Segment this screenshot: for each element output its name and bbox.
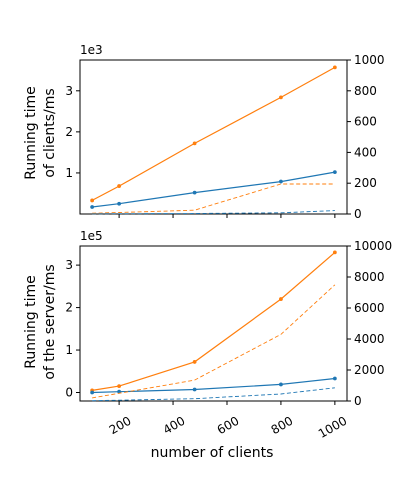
top-data-point	[117, 201, 122, 206]
bottom-data-point	[192, 360, 197, 364]
bottom-left-tick-label: 1	[65, 343, 73, 357]
bottom-series-line-1	[92, 377, 335, 394]
x-axis-label: number of clients	[151, 445, 274, 461]
bottom-right-tick-label: 8000	[354, 270, 385, 284]
bottom-plot-area: 200 400 600 800 1000012302000400060008000100…	[65, 239, 392, 441]
x-tick-label: 400	[161, 414, 188, 438]
top-axes-frame	[79, 59, 348, 215]
bottom-left-axis-multiplier: 1e5	[80, 229, 103, 243]
bottom-right-tick-label: 4000	[354, 332, 385, 346]
top-right-tick-label: 0	[354, 207, 362, 221]
bottom-data-point	[332, 376, 337, 381]
bottom-ylabel-line1: Running time	[23, 275, 39, 368]
top-right-tick-label: 400	[354, 145, 377, 159]
x-tick-label: 200	[107, 414, 134, 438]
bottom-data-point	[279, 297, 283, 301]
bottom-right-tick-label: 0	[354, 394, 362, 408]
bottom-data-point	[279, 382, 283, 387]
bottom-data-point	[192, 387, 197, 392]
top-panel: 1e3 Running time of clients/ms 1 2 3 0 200 40…	[23, 43, 385, 221]
bottom-left-tick-label: 0	[65, 386, 73, 400]
bottom-data-point	[117, 384, 122, 389]
bottom-panel: 1e5 Running time of the server/ms 200 400…	[23, 229, 392, 441]
top-data-point	[279, 95, 283, 100]
x-tick-label: 800	[269, 414, 296, 438]
top-series-line-1	[92, 171, 336, 208]
bottom-series-line-2	[92, 284, 336, 399]
top-left-tick-label: 3	[65, 84, 73, 98]
top-right-tick-label: 1000	[354, 53, 385, 67]
top-right-tick-label: 800	[354, 84, 377, 98]
top-ylabel-line2: of clients/ms	[42, 88, 58, 177]
top-data-point	[192, 190, 197, 195]
x-tick-label: 1000	[316, 414, 349, 441]
x-tick-label: 600	[215, 414, 242, 438]
top-left-axis-multiplier: 1e3	[80, 43, 103, 57]
bottom-data-point	[332, 250, 337, 255]
top-data-point	[279, 179, 283, 184]
top-plot-area: 1 2 3 0 200 400 600 800 1000	[65, 53, 384, 221]
bottom-left-tick-label: 2	[65, 301, 73, 315]
bottom-axes-frame	[79, 245, 348, 402]
top-right-tick-label: 200	[354, 176, 377, 190]
bottom-right-tick-label: 2000	[354, 363, 385, 377]
top-data-point	[117, 184, 122, 188]
top-series-line-0	[91, 66, 336, 201]
top-left-tick-label: 1	[65, 166, 73, 180]
top-data-point	[90, 205, 95, 209]
bottom-right-tick-label: 10000	[354, 239, 392, 253]
top-data-point	[332, 65, 337, 70]
top-series-line-2	[92, 183, 335, 214]
top-data-point	[90, 198, 95, 203]
bottom-data-point	[90, 390, 95, 395]
top-data-point	[332, 170, 337, 175]
top-right-tick-label: 600	[354, 115, 377, 129]
bottom-data-point	[117, 389, 122, 394]
top-data-point	[192, 141, 197, 146]
bottom-right-tick-label: 6000	[354, 301, 385, 315]
top-ylabel-line1: Running time	[23, 86, 39, 179]
top-left-tick-label: 2	[65, 125, 73, 139]
bottom-ylabel-line2: of the server/ms	[42, 264, 58, 379]
bottom-left-tick-label: 3	[65, 258, 73, 272]
bottom-series-line-3	[92, 387, 335, 402]
